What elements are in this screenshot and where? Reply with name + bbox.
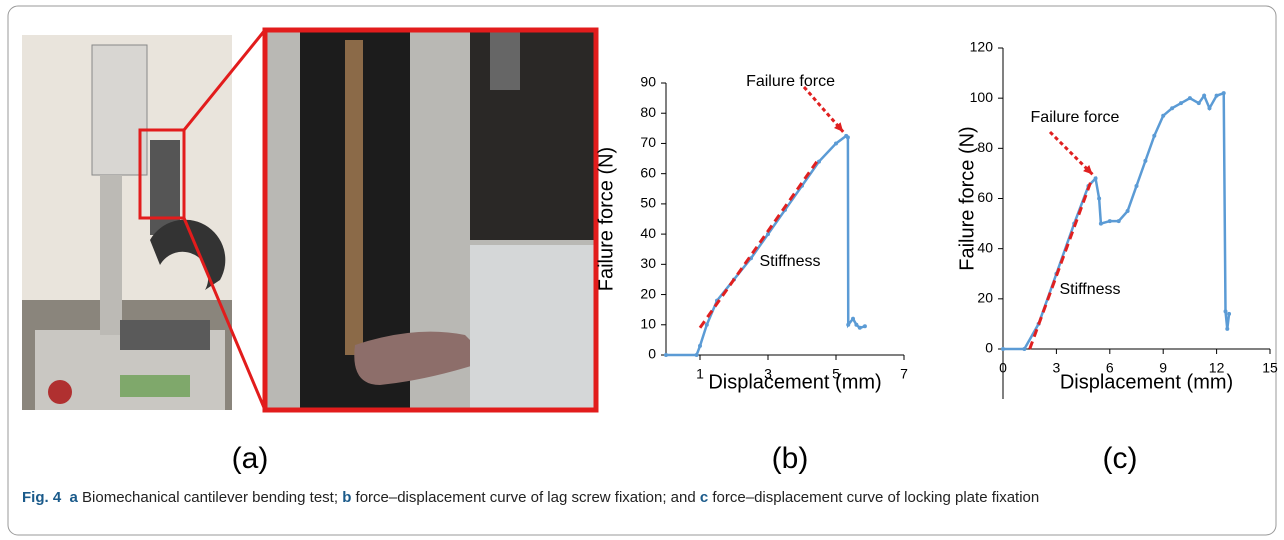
data-point [1143,158,1148,163]
x-axis-label: Displacement (mm) [1060,371,1233,393]
arrow-head [834,122,844,132]
data-point [1098,221,1103,226]
photo-zoom [262,27,599,413]
data-point [834,141,838,146]
data-point [857,325,862,330]
data-point [1001,347,1005,351]
y-tick-label: 0 [985,340,993,356]
data-point [1097,196,1102,201]
x-axis-label: Displacement (mm) [708,371,881,393]
data-point [1214,93,1219,98]
data-point [1179,101,1183,106]
y-axis-label: Failure force (N) [595,147,617,291]
y-tick-label: 10 [640,315,656,331]
x-tick-label: 0 [999,360,1007,376]
data-point [704,322,709,327]
y-tick-label: 60 [977,189,993,205]
data-point [1116,219,1121,224]
x-tick-label: 7 [900,366,908,382]
trend-line [698,157,821,329]
data-point [766,232,770,237]
data-point [817,159,821,164]
caption-label: Fig. 4 [22,489,62,506]
zoom-line [182,217,267,411]
data-point [1125,209,1130,214]
data-point [1134,183,1139,188]
arrow [802,86,845,133]
y-tick-label: 40 [977,239,993,255]
caption-part: force–displacement curve of lag screw fi… [351,489,700,506]
frame [7,5,1277,536]
caption-part: b [342,489,352,506]
y-tick-label: 40 [640,225,656,241]
annotation: Stiffness [1059,281,1120,298]
photo-a [22,35,232,410]
caption-part: a [69,489,78,506]
data-point [1223,309,1228,314]
data-point [1152,133,1157,138]
data-point [1107,219,1112,224]
x-tick-label: 3 [1053,360,1061,376]
data-point [1170,106,1175,111]
data-point [845,135,850,140]
trend-line [1028,177,1094,350]
data-line [1003,91,1231,351]
data-point [1227,311,1232,316]
data-point [1093,176,1098,181]
data-point [846,322,851,327]
panel-label: (b) [772,442,809,475]
y-tick-label: 60 [640,164,656,180]
data-point [1221,91,1226,96]
caption-part: c [699,489,709,506]
y-tick-label: 0 [648,346,656,362]
arrow [1048,130,1094,176]
x-tick-label: 6 [1106,360,1114,376]
data-point [1207,106,1212,111]
data-point [1187,96,1192,101]
data-point [1225,326,1230,331]
caption: Fig. 4 a Biomechanical cantilever bendin… [22,486,1262,510]
zoom-line [182,29,267,131]
annotation: Failure force [1031,109,1120,126]
y-tick-label: 80 [640,104,656,120]
data-point [1202,93,1207,98]
y-tick-label: 80 [977,139,993,155]
x-tick-label: 3 [764,366,772,382]
caption-part: force–displacement curve of locking plat… [708,489,1040,506]
y-tick-label: 20 [977,290,993,306]
y-tick-label: 30 [640,255,656,271]
data-point [664,353,668,357]
data-point [1161,113,1166,118]
y-tick-label: 120 [970,39,994,55]
data-point [1022,347,1027,351]
x-tick-label: 1 [696,366,704,382]
x-tick-label: 9 [1159,360,1167,376]
panel-label: (a) [232,442,269,475]
data-point [851,316,855,321]
data-line [666,134,866,357]
data-point [862,324,867,329]
x-tick-label: 5 [832,366,840,382]
data-point [694,353,699,357]
data-point [698,343,702,348]
data-point [854,322,859,327]
y-tick-label: 50 [640,195,656,211]
data-point [1196,101,1201,106]
x-tick-label: 15 [1262,360,1278,376]
y-tick-label: 100 [970,89,994,105]
panel-label: (c) [1103,442,1138,475]
annotation: Stiffness [759,253,820,270]
y-tick-label: 90 [640,74,656,90]
arrow-head [1083,164,1093,175]
caption-part: Biomechanical cantilever bending test; [77,489,343,506]
y-tick-label: 70 [640,134,656,150]
x-tick-label: 12 [1209,360,1225,376]
annotation: Failure force [746,73,835,90]
y-tick-label: 20 [640,285,656,301]
y-axis-label: Failure force (N) [956,126,978,270]
